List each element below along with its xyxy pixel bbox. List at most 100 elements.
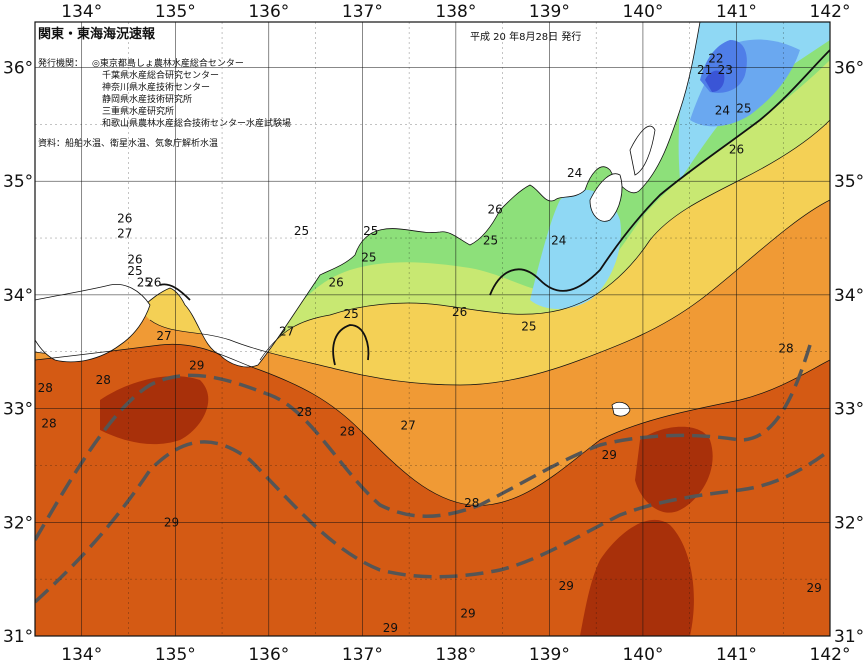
isotherm-value-label: 24 [715, 104, 730, 118]
isotherm-value-label: 27 [117, 226, 132, 240]
isotherm-value-label: 26 [452, 305, 467, 319]
lon-tick-label-top: 141° [716, 2, 757, 22]
sea-21-zone [705, 70, 725, 92]
isotherm-value-label: 28 [41, 416, 56, 430]
isotherm-value-label: 29 [559, 579, 574, 593]
issuer-org-1: ◎東京都島しょ農林水産総合センター [92, 57, 244, 69]
sea-30-zone-west [100, 376, 209, 445]
isotherm-value-label: 29 [460, 606, 475, 620]
isotherm-value-label: 28 [96, 373, 111, 387]
lon-tick-label-bottom: 135° [155, 645, 196, 665]
lon-tick-label-top: 140° [622, 2, 663, 22]
isotherm-value-label: 27 [156, 329, 171, 343]
sea-30-zone-east [635, 426, 713, 513]
isotherm-value-label: 25 [343, 307, 358, 321]
kuroshio-south-limit [35, 440, 830, 604]
lon-tick-label-top: 139° [529, 2, 570, 22]
lon-tick-label-top: 138° [435, 2, 476, 22]
lat-tick-label-right: 31° [834, 627, 864, 647]
isotherm-value-label: 26 [729, 142, 744, 156]
isotherm-value-label: 25 [736, 101, 751, 115]
land [35, 22, 701, 417]
lat-tick-label-right: 35° [834, 172, 864, 192]
issuer-org-6: 和歌山県農林水産総合技術センター水産試験場 [102, 117, 291, 129]
isotherm-value-label: 25 [127, 264, 142, 278]
isotherm-value-label: 27 [279, 324, 294, 338]
land-shikoku [35, 283, 151, 363]
land-honshu [35, 22, 701, 368]
lat-tick-label-left: 35° [3, 172, 33, 192]
isotherm-value-label: 29 [164, 515, 179, 529]
isotherm-value-label: 29 [383, 621, 398, 635]
isotherm-value-label: 29 [602, 448, 617, 462]
isotherm-27 [149, 199, 830, 386]
issuer-org-4: 静岡県水産技術研究所 [102, 93, 192, 105]
map-title: 関東・東海海況速報 [38, 26, 156, 42]
isotherm-value-label: 28 [340, 424, 355, 438]
land-boso [629, 125, 656, 176]
lat-tick-label-left: 31° [3, 627, 33, 647]
map-frame [34, 21, 831, 637]
isotherm-value-label: 25 [521, 320, 536, 334]
isotherm-value-label: 25 [137, 275, 152, 289]
isotherm-value-label: 26 [329, 275, 344, 289]
isotherm-value-label: 29 [806, 581, 821, 595]
lon-tick-label-bottom: 141° [716, 645, 757, 665]
header-info: 関東・東海海況速報 平成 20 年8月28日 発行 発行機関： ◎東京都島しょ農… [38, 26, 581, 149]
lon-tick-label-bottom: 134° [61, 645, 102, 665]
lon-tick-label-bottom: 139° [529, 645, 570, 665]
issue-date: 平成 20 年8月28日 発行 [470, 30, 581, 43]
lat-tick-label-left: 33° [3, 400, 33, 420]
lon-tick-label-top: 136° [248, 2, 289, 22]
lon-tick-label-bottom: 137° [342, 645, 383, 665]
lon-tick-label-bottom: 136° [248, 645, 289, 665]
lat-tick-label-left: 34° [3, 286, 33, 306]
isotherm-value-label: 26 [127, 253, 142, 267]
isotherm-value-label: 23 [718, 63, 733, 77]
lat-tick-label-right: 36° [834, 58, 864, 78]
isotherm-value-label: 25 [294, 224, 309, 238]
isotherm-value-label: 22 [708, 51, 723, 65]
isotherm-value-label: 29 [189, 358, 204, 372]
data-sources: 資料：船舶水温、衛星水温、気象庁解析水温 [38, 137, 218, 149]
lon-tick-label-bottom: 142° [810, 645, 851, 665]
isotherm-value-label: 25 [361, 250, 376, 264]
isotherm-value-label: 25 [363, 224, 378, 238]
isotherm-contours [35, 49, 830, 506]
isotherm-value-label: 28 [464, 496, 479, 510]
issuer-label: 発行機関： [38, 57, 83, 69]
isotherm-value-label: 26 [146, 275, 161, 289]
issuer-org-3: 神奈川県水産技術センター [102, 81, 210, 93]
lon-tick-label-top: 137° [342, 2, 383, 22]
latitude-labels-left: 36° 35° 34° 33° 32° 31° [3, 58, 33, 647]
lat-tick-label-right: 32° [834, 513, 864, 533]
issuer-org-2: 千葉県水産総合研究センター [102, 69, 219, 81]
isotherm-25-fringe [159, 283, 191, 301]
isotherm-value-label: 28 [778, 341, 793, 355]
issuer-org-5: 三重県水産研究所 [102, 105, 174, 117]
lat-tick-label-right: 34° [834, 286, 864, 306]
isotherm-value-label: 26 [488, 203, 503, 217]
isotherm-value-label: 28 [38, 381, 53, 395]
isotherm-value-label: 24 [567, 166, 582, 180]
isotherm-25-west [332, 324, 370, 366]
isotherm-value-label: 21 [697, 63, 712, 77]
isotherm-26 [259, 119, 830, 361]
lon-tick-label-top: 142° [810, 2, 851, 22]
isotherm-value-label: 27 [401, 419, 416, 433]
isotherm-28 [35, 343, 830, 506]
isotherm-value-label: 24 [551, 233, 566, 247]
sea-30-zone-south [580, 519, 694, 636]
lon-tick-label-bottom: 138° [435, 645, 476, 665]
isotherm-value-label: 25 [483, 233, 498, 247]
longitude-labels-bottom: 134° 135° 136° 137° 138° 139° 140° 141° 142° [61, 645, 850, 665]
lat-tick-label-left: 32° [3, 513, 33, 533]
isotherm-value-label: 28 [297, 405, 312, 419]
lon-tick-label-top: 135° [155, 2, 196, 22]
land-izu-island [611, 401, 631, 417]
lat-tick-label-right: 33° [834, 400, 864, 420]
lon-tick-label-bottom: 140° [622, 645, 663, 665]
